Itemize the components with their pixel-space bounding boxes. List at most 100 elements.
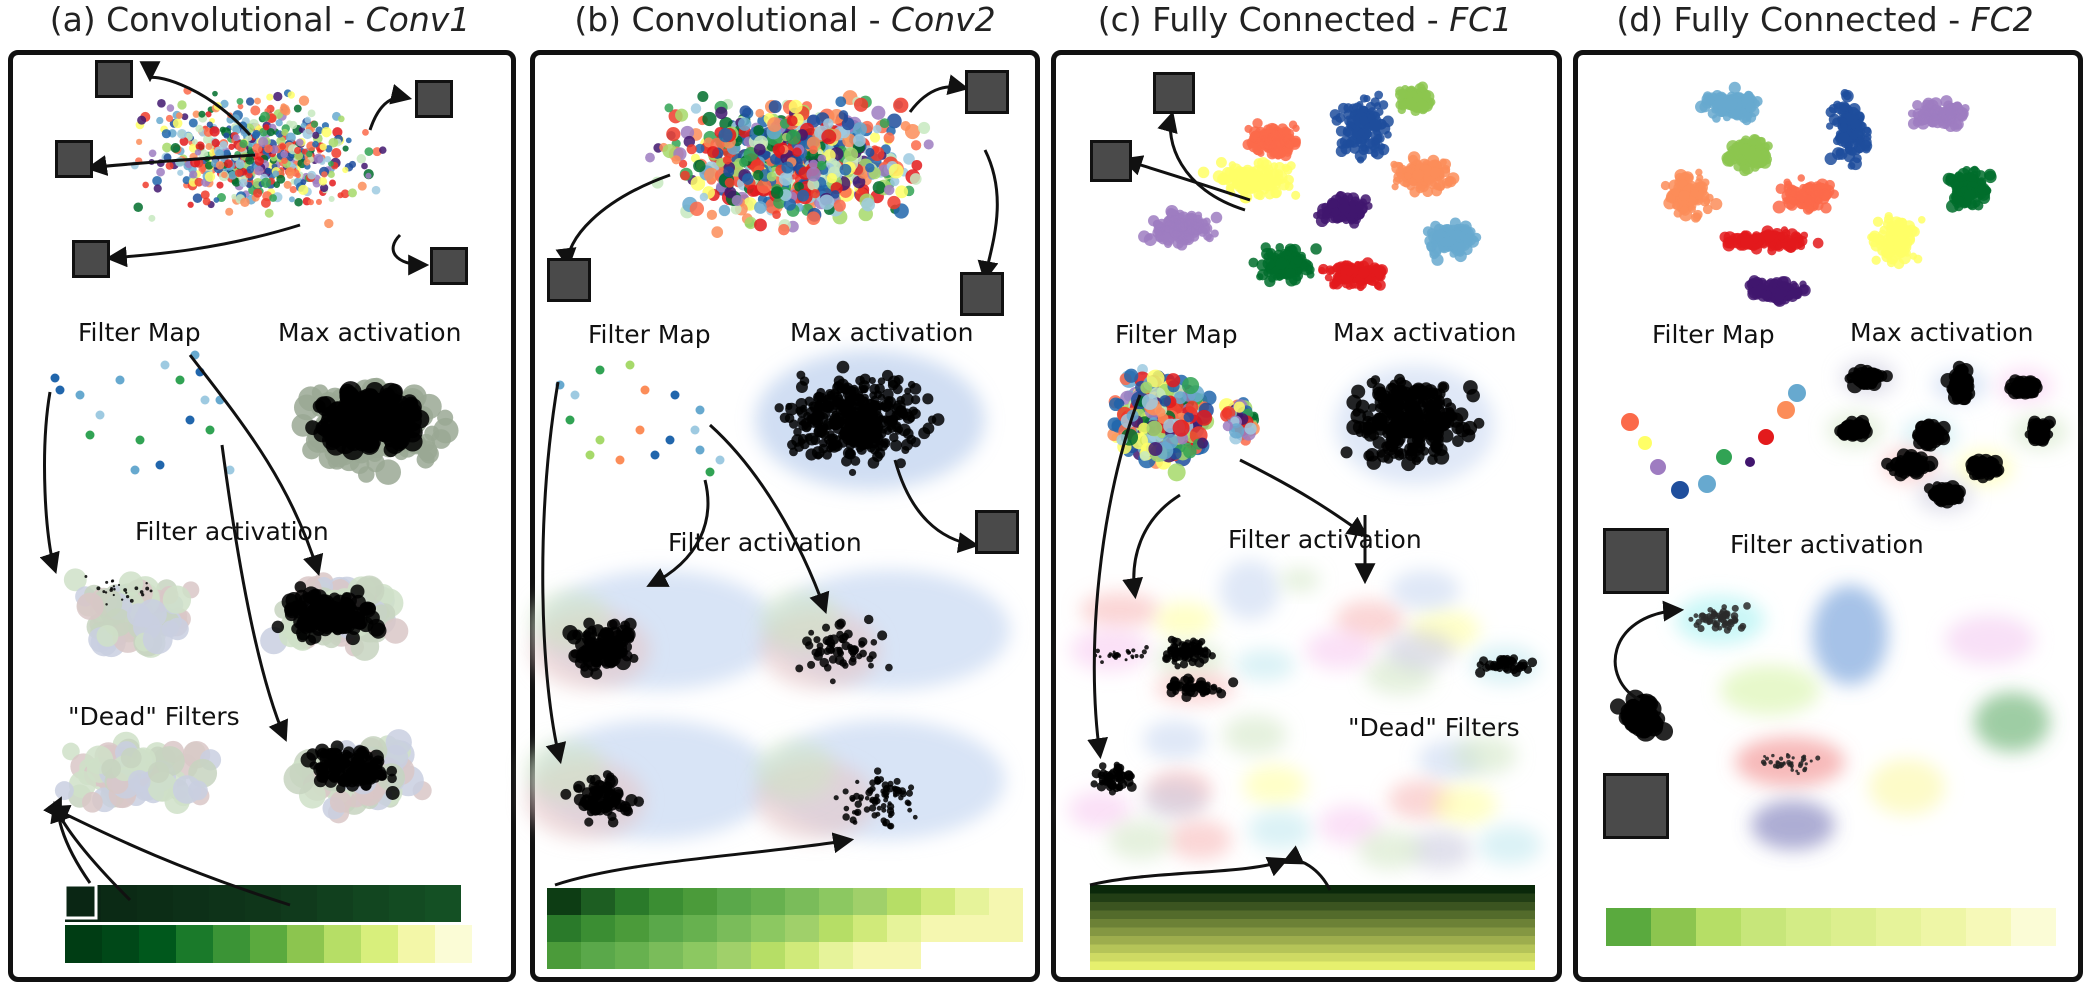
embedding-point [1357,267,1370,279]
filter-map-point [1159,395,1172,407]
embedding-point [809,159,819,169]
embedding-point [1210,211,1223,224]
embedding-point [161,129,171,139]
activation-glow [1335,600,1405,640]
embedding-point [285,166,295,177]
activation-glow [433,417,459,444]
embedding-point [165,114,174,123]
embedding-point [204,171,216,182]
embedding-point [212,90,218,97]
embedding-point [1285,140,1294,149]
embedding-point [177,128,187,139]
embedding-point [1315,214,1329,227]
embedding-point [675,108,689,122]
embedding-point [1407,100,1418,112]
max-activation-mark [387,422,402,437]
filter-map-point [695,405,705,415]
activation-glow [382,618,409,644]
filter-map-point [615,455,625,465]
activation-glow [68,770,96,799]
embedding-point [181,113,189,121]
activation-glow [1070,628,1150,672]
embedding-point [693,159,706,173]
embedding-point [348,160,357,169]
embedding-point [192,110,201,118]
embedding-point [265,167,272,174]
embedding-point [1894,217,1905,227]
embedding-point [1724,97,1738,111]
activation-glow [283,763,315,795]
embedding-point [697,90,709,102]
filter-map-point [1197,437,1208,449]
embedding-point [361,162,368,170]
embedding-point [890,176,900,187]
embedding-point [1841,89,1854,103]
activation-glow [1248,810,1312,850]
activation-glow [1869,759,1945,815]
embedding-point [1364,138,1375,149]
embedding-point [666,126,681,142]
embedding-point [220,99,229,108]
filter-map-point [175,375,185,385]
embedding-point [318,177,328,186]
activation-glow [137,599,167,629]
embedding-point [1356,283,1365,292]
embedding-point [356,154,367,164]
embedding-point [852,122,867,137]
embedding-point [156,116,164,125]
embedding-point [148,149,157,158]
embedding-point [194,148,202,156]
embedding-point [1310,243,1322,255]
embedding-point [778,224,790,236]
embedding-point [831,190,840,199]
embedding-point [1355,202,1368,215]
embedding-point [1342,125,1354,137]
filter-map-point [625,360,635,370]
embedding-point [1884,241,1894,252]
embedding-point [819,194,835,210]
embedding-point [266,93,274,101]
embedding-point [213,197,220,203]
embedding-point [1228,161,1237,169]
embedding-point [1748,287,1760,299]
activation-glow [63,568,87,592]
embedding-point [766,171,777,182]
embedding-point [231,177,241,187]
embedding-point [1262,257,1275,270]
embedding-point [307,170,316,180]
embedding-point [191,138,198,145]
embedding-point [1357,128,1365,136]
embedding-point [923,139,934,150]
embedding-point [1783,178,1791,186]
embedding-point [205,111,212,118]
embedding-point [245,134,253,142]
embedding-point [909,173,922,185]
embedding-point [706,209,718,221]
filter-map-point [200,395,210,405]
embedding-point [152,175,162,186]
filter-map-point [135,435,145,445]
embedding-point [1740,236,1754,250]
embedding-point [1872,216,1884,227]
embedding-point [823,118,834,129]
filter-map-point [50,373,60,383]
embedding-point [329,179,336,187]
activation-glow [1305,630,1375,670]
embedding-point [1917,112,1930,125]
embedding-point [1913,254,1923,264]
embedding-point [781,161,794,174]
embedding-point [287,91,295,99]
activation-glow [1720,665,1820,715]
embedding-point [148,214,156,222]
activation-glow [1945,615,2035,665]
embedding-point [699,192,709,202]
filter-map-point [1124,368,1139,383]
filter-map-point [1758,429,1774,445]
embedding-point [715,106,728,120]
embedding-point [1398,164,1407,174]
embedding-point [245,97,255,106]
activation-glow [329,790,352,813]
embedding-point [254,166,264,176]
embedding-point [273,91,283,102]
embedding-point [816,160,827,171]
